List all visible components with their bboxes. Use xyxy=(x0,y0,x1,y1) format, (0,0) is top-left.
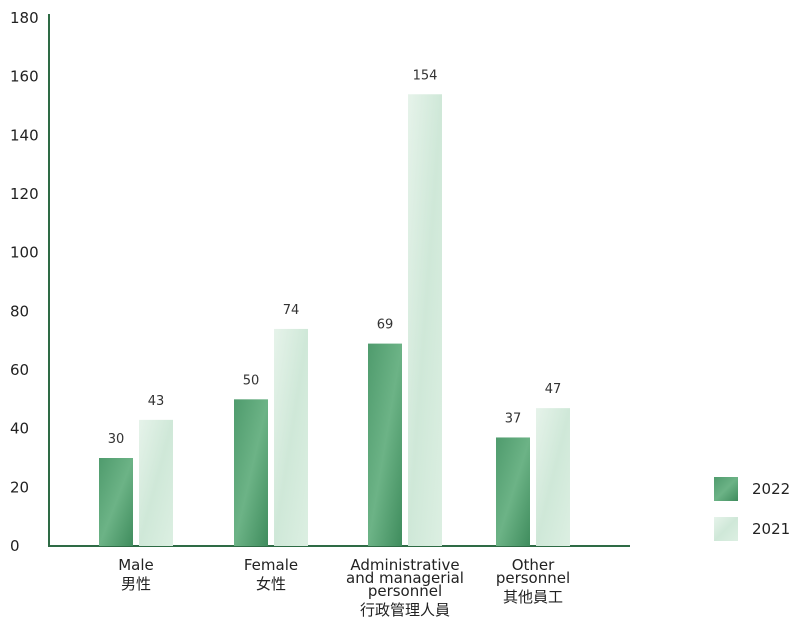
y-tick-label: 160 xyxy=(10,68,39,86)
category-label-line: and managerial xyxy=(346,569,464,587)
data-labels: 30 50 69 37 43 74 154 47 xyxy=(108,68,562,447)
category-label-line: Female xyxy=(244,556,298,574)
category-label-line: 女性 xyxy=(256,575,286,593)
bar-2022-2 xyxy=(234,399,268,546)
y-tick-label: 120 xyxy=(10,185,39,203)
data-label-2022-4: 37 xyxy=(505,411,522,426)
legend-label-2022: 2022 xyxy=(752,480,790,498)
legend-label-2021: 2021 xyxy=(752,520,790,538)
bars xyxy=(99,94,570,547)
data-label-2022-1: 30 xyxy=(108,432,125,447)
y-tick-label: 40 xyxy=(10,420,29,438)
category-label-3: Administrative and managerial personnel 行政管… xyxy=(346,556,464,619)
bar-2022-4 xyxy=(496,437,530,546)
legend-swatch-2022 xyxy=(714,477,738,501)
data-label-2021-3: 154 xyxy=(413,68,438,83)
category-labels: Male 男性 Female 女性 Administrative and manageri… xyxy=(118,556,570,619)
category-label-2: Female 女性 xyxy=(244,556,298,593)
bar-2021-4 xyxy=(536,408,570,546)
category-label-line: Male xyxy=(118,556,154,574)
y-tick-label: 100 xyxy=(10,244,39,262)
bar-2022-3 xyxy=(368,343,402,546)
data-label-2022-3: 69 xyxy=(377,318,394,333)
bar-2021-2 xyxy=(274,328,308,546)
y-axis: 0 20 40 60 80 100 120 140 160 180 xyxy=(10,9,50,555)
data-label-2021-1: 43 xyxy=(148,394,165,409)
category-label-line: 其他員工 xyxy=(503,588,563,606)
y-tick-label: 20 xyxy=(10,478,29,496)
bar-2021-1 xyxy=(139,419,173,546)
category-label-4: Other personnel 其他員工 xyxy=(496,556,570,606)
category-label-line: Other xyxy=(512,556,555,574)
y-tick-label: 0 xyxy=(10,537,20,555)
category-label-line: 行政管理人員 xyxy=(360,601,450,619)
data-label-2021-2: 74 xyxy=(283,303,300,318)
legend: 2022 2021 xyxy=(714,477,790,541)
data-label-2021-4: 47 xyxy=(545,382,562,397)
category-label-line: Administrative xyxy=(350,556,459,574)
category-label-line: 男性 xyxy=(121,575,151,593)
y-tick-label: 80 xyxy=(10,302,29,320)
legend-swatch-2021 xyxy=(714,517,738,541)
y-tick-label: 60 xyxy=(10,361,29,379)
data-label-2022-2: 50 xyxy=(243,373,260,388)
bar-2021-3 xyxy=(408,94,442,547)
category-label-1: Male 男性 xyxy=(118,556,154,593)
category-label-line: personnel xyxy=(368,582,442,600)
y-tick-label: 180 xyxy=(10,9,39,27)
bar-2022-1 xyxy=(99,458,133,546)
y-tick-label: 140 xyxy=(10,126,39,144)
category-label-line: personnel xyxy=(496,569,570,587)
